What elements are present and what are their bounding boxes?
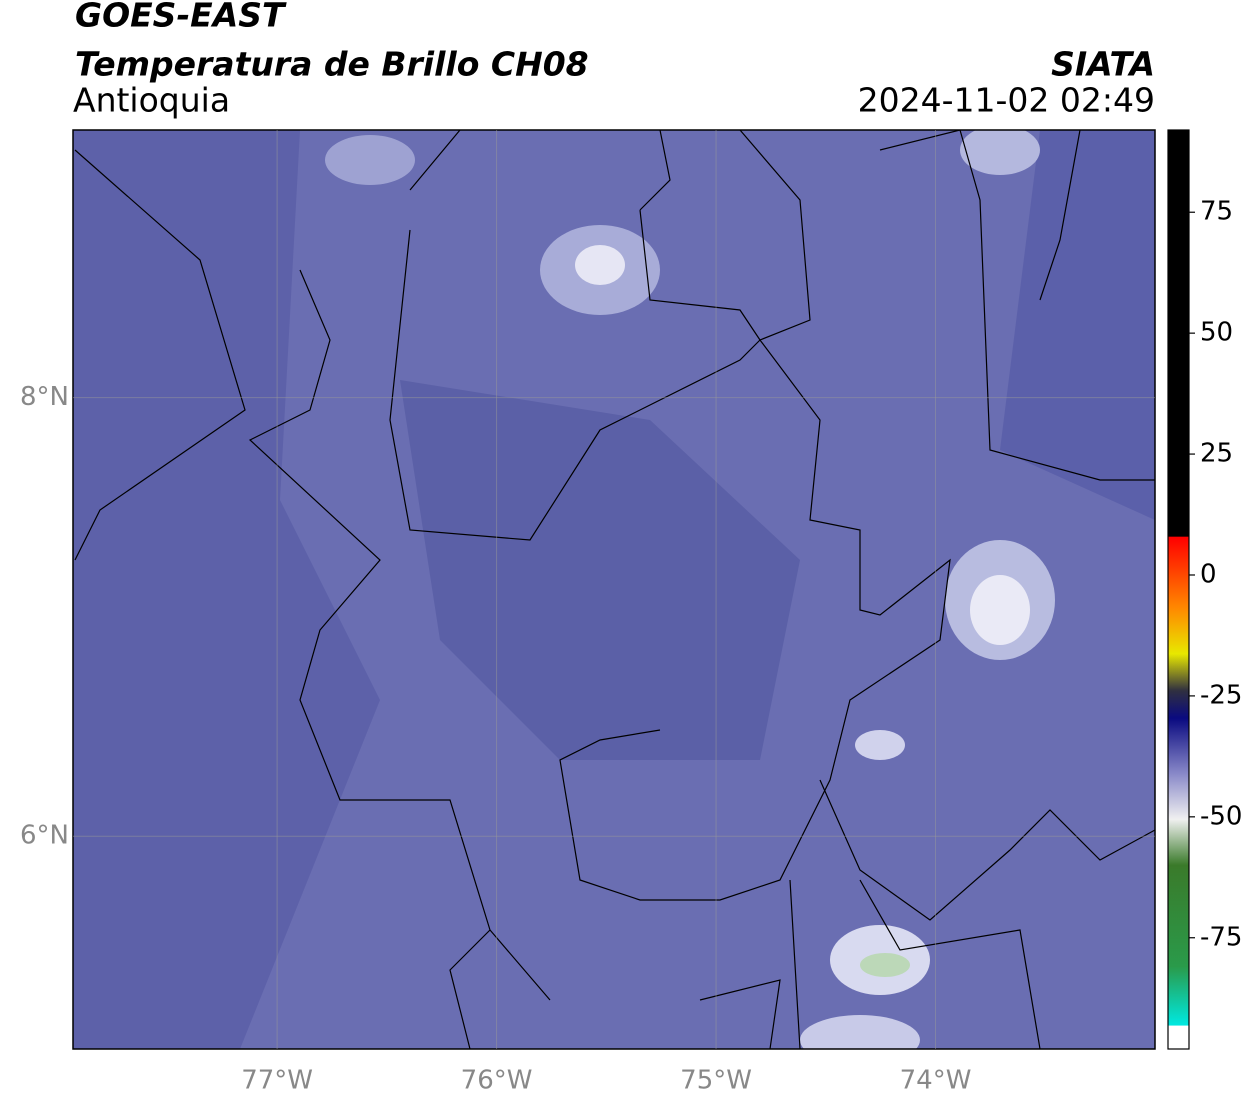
satellite: GOES-EAST [75,0,287,35]
lon-tick-label: 76°W [461,1066,533,1096]
colorbar-tick-label: 0 [1200,559,1217,589]
lat-tick-label: 6°N [20,821,69,851]
colorbar [1167,129,1190,1050]
lat-tick-label: 8°N [20,382,69,412]
colorbar-tick-label: -75 [1200,922,1242,952]
colorbar-tick-label: 25 [1200,439,1233,469]
colorbar-tick-label: 50 [1200,318,1233,348]
region: Antioquia [73,81,230,120]
datetime: 2024-11-02 02:49 [858,81,1155,120]
map-frame [72,129,1156,1050]
lon-tick-label: 75°W [680,1066,752,1096]
colorbar-tick-label: -25 [1200,680,1242,710]
lon-tick-label: 74°W [900,1066,972,1096]
colorbar-tick-label: 75 [1200,197,1233,227]
source: SIATA [1051,45,1155,84]
map-image [73,130,1155,1049]
lon-tick-label: 77°W [241,1066,313,1096]
colorbar-tick-label: -50 [1200,801,1242,831]
product: Temperatura de Brillo CH08 [75,45,589,84]
